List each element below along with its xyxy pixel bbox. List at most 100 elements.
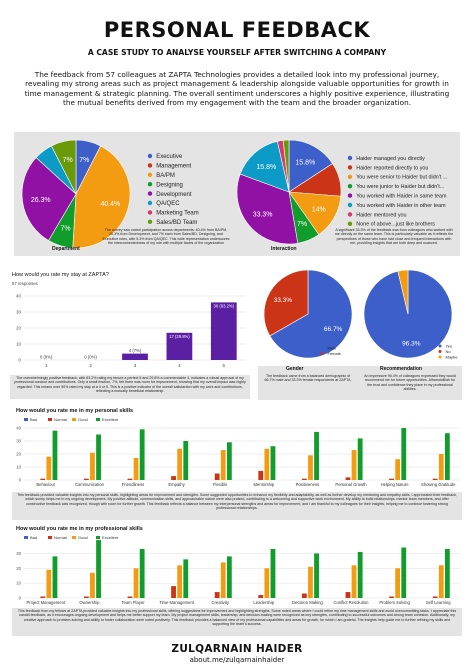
- bar-team-player-good: [133, 568, 139, 598]
- pie-label-you-were-senior-to-haider-but-didn-t: 14%: [312, 207, 326, 214]
- bar-communication-good: [90, 452, 95, 480]
- legend-marker-sales-bd-team: [147, 219, 153, 224]
- x-tick-communication: Communication: [75, 482, 105, 487]
- y-tick-0: 0: [18, 358, 21, 363]
- x-tick-helping-nature: Helping Nature: [381, 482, 410, 487]
- y-tick-40: 40: [16, 294, 22, 299]
- legend-label-none-of-above-just-like-brothers: None of above...just like brothers: [356, 222, 435, 228]
- bar-helping-nature-good: [395, 459, 401, 480]
- pie-label-you-worked-with-haider-in-same-team: 33.3%: [253, 211, 273, 218]
- bar-project-management-excellent: [52, 556, 58, 598]
- bar-personal-growth-normal: [345, 477, 351, 480]
- legend-swatch-normal: [48, 418, 52, 421]
- stay-chart-responses: 57 responses: [12, 281, 38, 286]
- legend-label-excellent: Excellent: [102, 535, 119, 540]
- y-tick-0: 0: [19, 478, 22, 483]
- bar-self-learning-normal: [432, 596, 438, 598]
- stay-note-panel: [10, 375, 250, 399]
- y-tick-10: 10: [16, 465, 21, 470]
- bar-showing-gratitude-excellent: [444, 433, 450, 480]
- legend-label-you-worked-with-haider-in-same-team: You worked with Haider in same team: [356, 194, 447, 200]
- pie-slice-haider-managed-you-directly: [288, 139, 333, 193]
- personal-skills-bar-chart: Bad Normal Good Excellent 0 10 20 30 40 Behaviour…: [16, 417, 460, 487]
- x-tick-ownership: Ownership: [79, 600, 100, 605]
- stay-bar-chart: 0 10 20 30 40 0 (0%) 1 0 (0%) 2 4 (7%) 3 17 (29.8%)…: [16, 294, 246, 368]
- bar-ownership-normal: [83, 596, 89, 598]
- bar-helping-nature-excellent: [401, 428, 407, 480]
- bar-personal-growth-good: [351, 450, 357, 480]
- legend-label-ba-pm: BA/PM: [156, 173, 175, 179]
- bar-time-management-excellent: [183, 559, 189, 598]
- bar-team-player-excellent: [139, 548, 145, 598]
- legend-marker-executive: [147, 153, 153, 159]
- x-tick-showing-gratitude: Showing Gratitude: [421, 482, 456, 487]
- bar-helping-nature-normal: [389, 478, 394, 480]
- footer-url: about.me/zulqarnainhaider: [189, 656, 285, 664]
- x-tick-flexible: Flexible: [213, 482, 228, 487]
- bar-rating-3: [122, 353, 148, 360]
- legend-label-you-worked-with-haider-in-other-team: You worked with Haider in other team: [356, 203, 446, 209]
- stay-chart-title: How would you rate my stay at ZAPTA?: [12, 272, 109, 278]
- pie-slice-ba-pm: [72, 145, 131, 249]
- pie-slice-you-worked-with-haider-in-same-team: [236, 173, 299, 245]
- legend-label-sales-bd-team: Sales/BD Team: [156, 220, 197, 226]
- legend-swatch-bad: [24, 536, 28, 539]
- interaction-pie-chart: 15.8% 14% 7% 33.3% 15.8% Haider managed you d…: [236, 139, 447, 245]
- bar-flexible-good: [220, 450, 226, 480]
- legend-label-you-were-junior-to-haider-but-didn-t: You were junior to Haider but didn't...: [356, 184, 444, 190]
- bar-conflict-resolution-normal: [345, 592, 351, 598]
- pie-slice-maybe: [397, 269, 409, 315]
- legend-label-executive: Executive: [156, 154, 183, 160]
- pie-slice-development: [21, 157, 77, 241]
- bar-showing-gratitude-normal: [432, 478, 438, 480]
- legend-label-qa-qec: QA/QEC: [156, 201, 180, 207]
- bar-friendliness-good: [133, 457, 139, 480]
- pie-label-female: 33.3%: [274, 297, 293, 304]
- legend-label-maybe: Maybe: [446, 354, 459, 359]
- bar-mentorship-excellent: [270, 446, 276, 480]
- y-tick-30: 30: [16, 310, 22, 315]
- legend-label-development: Development: [156, 192, 192, 198]
- legend-marker-you-were-senior-to-haider-but-didn-t: [347, 174, 353, 179]
- gender-title: Gender: [286, 366, 304, 372]
- x-tick-team-player: Team Player: [121, 600, 145, 605]
- bar-decision-making-excellent: [314, 553, 319, 598]
- x-tick-conflict-resolution: Conflict Resolution: [334, 600, 370, 605]
- y-tick-10: 10: [16, 342, 22, 347]
- legend-label-haider-mentored-you: Haider mentored you: [356, 212, 406, 218]
- legend-label-no: No: [446, 349, 452, 354]
- bar-communication-excellent: [96, 434, 101, 480]
- legend-label-haider-managed-you-directly: Haider managed you directly: [356, 156, 425, 162]
- legend-marker-none-of-above-just-like-brothers: [347, 221, 353, 226]
- bar-conflict-resolution-good: [351, 565, 357, 598]
- pie-slice-male: [269, 269, 353, 359]
- page-title: PERSONAL FEEDBACK: [103, 18, 371, 42]
- x-tick-friendliness: Friendliness: [122, 482, 145, 487]
- legend-label-bad: Bad: [30, 535, 37, 540]
- bar-flexible-normal: [214, 473, 220, 480]
- pie-slice-you-worked-with-haider-in-other-team: [239, 140, 290, 193]
- bar-problem-solving-normal: [389, 596, 394, 598]
- legend-marker-no: [438, 350, 442, 353]
- bar-problem-solving-good: [395, 568, 401, 598]
- bar-project-management-good: [46, 569, 52, 598]
- bar-friendliness-excellent: [139, 429, 145, 480]
- legend-label-normal: Normal: [54, 535, 67, 540]
- bar-creativity-normal: [214, 592, 220, 598]
- legend-marker-haider-managed-you-directly: [347, 155, 353, 161]
- bar-creativity-excellent: [226, 556, 232, 598]
- bar-conflict-resolution-excellent: [357, 551, 363, 598]
- interaction-title: Interaction: [271, 246, 297, 252]
- y-tick-20: 20: [16, 566, 21, 571]
- pie-slice-female: [263, 269, 309, 337]
- legend-marker-you-worked-with-haider-in-other-team: [347, 202, 353, 208]
- bar-positiveness-excellent: [314, 431, 319, 480]
- bar-showing-gratitude-good: [438, 454, 444, 480]
- pie-label-designing: 7%: [60, 226, 70, 233]
- legend-label-male: Male: [328, 345, 337, 350]
- y-tick-0: 0: [19, 596, 22, 601]
- pie-slice-none-of-above-just-like-brothers: [282, 139, 290, 193]
- legend-marker-yes: [438, 344, 442, 348]
- legend-marker-maybe: [438, 355, 442, 359]
